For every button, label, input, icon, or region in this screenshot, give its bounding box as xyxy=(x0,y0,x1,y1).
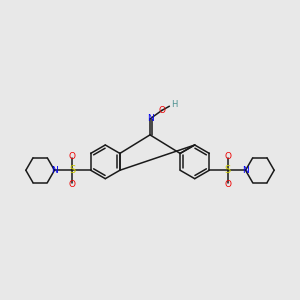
Text: O: O xyxy=(224,152,231,161)
Text: N: N xyxy=(147,114,153,123)
Text: N: N xyxy=(51,166,58,175)
Text: O: O xyxy=(158,106,165,115)
Text: O: O xyxy=(69,180,76,189)
Text: H: H xyxy=(172,100,178,109)
Text: O: O xyxy=(69,152,76,161)
Text: S: S xyxy=(69,165,75,175)
Text: O: O xyxy=(224,180,231,189)
Text: S: S xyxy=(225,165,231,175)
Text: N: N xyxy=(242,166,249,175)
